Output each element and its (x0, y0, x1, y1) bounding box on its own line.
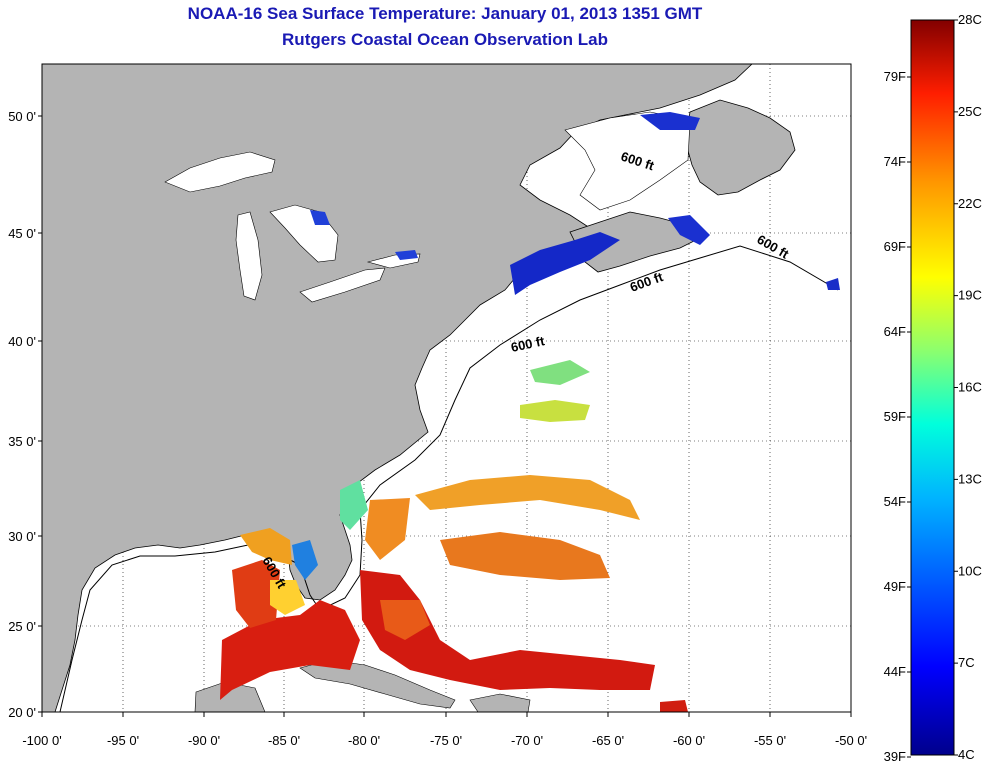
colorbar-fahrenheit-label: 64F (884, 324, 906, 339)
lon-tick-label: -100 0' (22, 733, 61, 748)
lon-tick-label: -55 0' (754, 733, 786, 748)
colorbar-fahrenheit-label: 69F (884, 239, 906, 254)
lon-tick-label: -60 0' (673, 733, 705, 748)
land-cuba (299, 659, 456, 709)
lat-tick-label: 20 0' (8, 705, 36, 720)
colorbar-fahrenheit-label: 79F (884, 69, 906, 84)
shelf-contour (59, 245, 839, 712)
colorbar-celsius-label: 22C (958, 196, 982, 211)
colorbar-fahrenheit-label: 54F (884, 494, 906, 509)
contour-label-4: 600 ft (510, 333, 547, 355)
lon-tick-label: -75 0' (430, 733, 462, 748)
colorbar-celsius-label: 19C (958, 288, 982, 303)
lake-superior (164, 151, 276, 193)
lat-tick-label: 45 0' (8, 226, 36, 241)
lake-michigan (235, 211, 263, 301)
lon-tick-label: -85 0' (268, 733, 300, 748)
colorbar-fahrenheit-label: 74F (884, 154, 906, 169)
colorbar-fahrenheit-label: 59F (884, 409, 906, 424)
colorbar (910, 19, 955, 756)
colorbar-celsius-label: 10C (958, 563, 982, 578)
gulf-st-lawrence (564, 111, 691, 211)
colorbar-celsius-label: 13C (958, 471, 982, 486)
colorbar-fahrenheit-label: 44F (884, 664, 906, 679)
lat-tick-label: 35 0' (8, 434, 36, 449)
lon-tick-label: -80 0' (348, 733, 380, 748)
land-newfoundland (684, 99, 796, 196)
map-subtitle: Rutgers Coastal Ocean Observation Lab (282, 30, 608, 49)
colorbar-celsius-label: 28C (958, 12, 982, 27)
lat-tick-label: 30 0' (8, 529, 36, 544)
land-hispaniola (469, 693, 531, 712)
sst-data (220, 112, 840, 712)
colorbar-fahrenheit-label: 49F (884, 579, 906, 594)
map-title: NOAA-16 Sea Surface Temperature: January… (187, 4, 703, 23)
lon-tick-label: -50 0' (835, 733, 867, 748)
lon-tick-label: -70 0' (511, 733, 543, 748)
land-nova-scotia (569, 211, 701, 273)
colorbar-fahrenheit-label: 39F (884, 749, 906, 764)
colorbar-labels: 28C 25C 22C 19C 16C 13C 10C 7C 4C 79F 74F 69F 64F 59F… (884, 12, 982, 764)
colorbar-celsius-label: 4C (958, 747, 975, 762)
lake-erie (299, 267, 386, 303)
lat-tick-label: 40 0' (8, 334, 36, 349)
latitude-axis: 50 0' 45 0' 40 0' 35 0' 30 0' 25 0' 20 0' (8, 109, 42, 720)
lat-tick-label: 50 0' (8, 109, 36, 124)
lat-tick-label: 25 0' (8, 619, 36, 634)
lon-tick-label: -90 0' (188, 733, 220, 748)
colorbar-celsius-label: 25C (958, 104, 982, 119)
lon-tick-label: -95 0' (107, 733, 139, 748)
land-yucatan (194, 681, 266, 712)
colorbar-celsius-label: 7C (958, 655, 975, 670)
lon-tick-label: -65 0' (592, 733, 624, 748)
colorbar-celsius-label: 16C (958, 380, 982, 395)
longitude-axis: -100 0' -95 0' -90 0' -85 0' -80 0' -75 0' -70… (22, 712, 867, 748)
